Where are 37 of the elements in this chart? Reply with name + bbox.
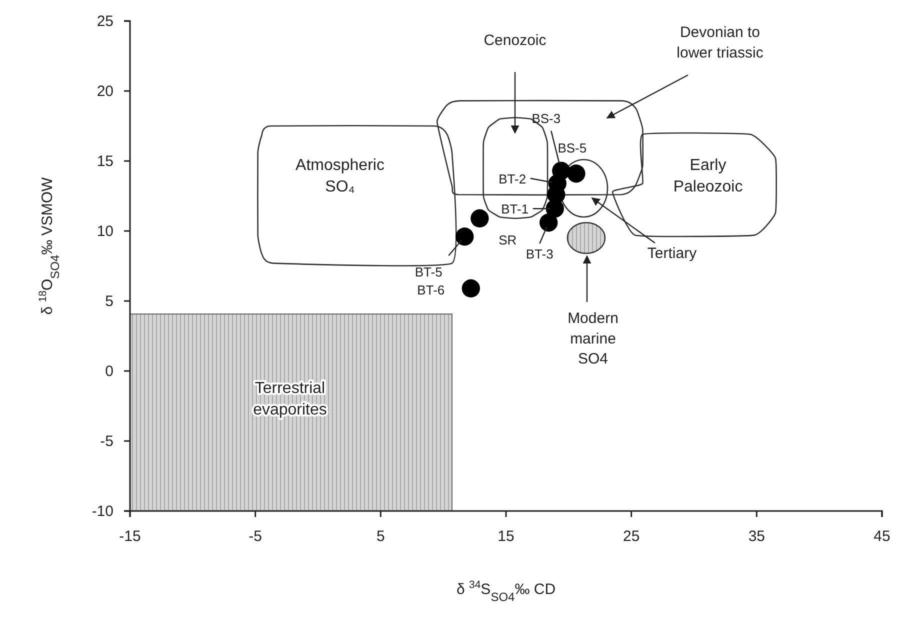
y-tick-label: 15 [96, 152, 114, 170]
y-tick-label: 0 [105, 362, 114, 380]
x-tick-label: -5 [248, 528, 262, 545]
annotation: BT-1 [501, 202, 529, 217]
annotation: Cenozoic [484, 32, 547, 49]
point [540, 214, 558, 232]
y-tick-label: 20 [96, 82, 114, 100]
point [470, 209, 489, 228]
annotation: Atmospheric SO₄ [296, 157, 384, 196]
point [567, 164, 586, 183]
annotation: BS-3 [532, 110, 561, 126]
x-tick-label: 35 [748, 528, 766, 545]
annotation: BT-6 [417, 282, 445, 298]
x-axis-title: δ $^{34}$S$_{SO4}$‰ CD [456, 579, 556, 604]
annotation: Early Paleozoic [673, 157, 743, 196]
x-tick-label: -15 [119, 528, 141, 545]
y-tick-label: 25 [96, 12, 114, 30]
x-tick-label: 15 [498, 528, 514, 545]
y-tick-label: -10 [92, 502, 114, 520]
annotation: BS-5 [558, 140, 587, 156]
x-tick-label: 45 [874, 528, 890, 545]
annotation: Tertiary [647, 245, 698, 262]
y-tick-label: 5 [105, 292, 114, 310]
x-tick-label: 25 [622, 528, 640, 545]
point [552, 162, 570, 180]
x-tick-label: 5 [376, 528, 385, 545]
annotation: BT-2 [498, 171, 526, 186]
annotation: Modern marine SO4 [568, 310, 618, 368]
annotation: BT-5 [414, 264, 442, 280]
annotation: Terrestrial evaporites [253, 380, 327, 419]
annotation: BT-3 [526, 246, 554, 262]
point [462, 279, 480, 298]
annotation: SR [498, 232, 517, 248]
point [456, 228, 474, 246]
y-tick-label: -5 [100, 432, 114, 450]
y-tick-label: 10 [96, 222, 114, 240]
annotation: Devonian to lower triassic [676, 24, 764, 62]
